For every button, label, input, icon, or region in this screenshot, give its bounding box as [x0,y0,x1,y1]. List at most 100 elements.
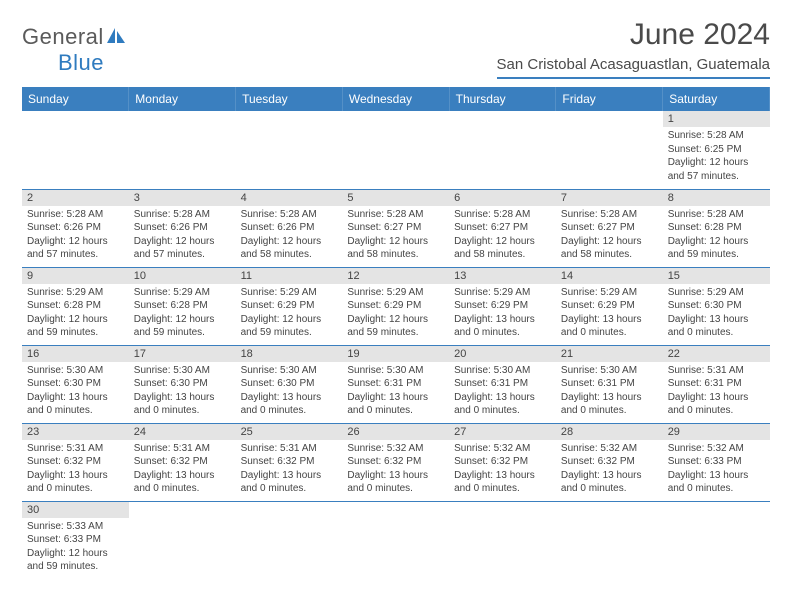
day-info: Sunrise: 5:30 AMSunset: 6:30 PMDaylight:… [236,362,343,421]
calendar-cell: 4Sunrise: 5:28 AMSunset: 6:26 PMDaylight… [236,189,343,267]
day-number: 10 [129,268,236,284]
calendar-cell-empty [129,501,236,579]
calendar-table: SundayMondayTuesdayWednesdayThursdayFrid… [22,87,770,579]
day-number: 17 [129,346,236,362]
day-info: Sunrise: 5:29 AMSunset: 6:29 PMDaylight:… [236,284,343,343]
day-number: 25 [236,424,343,440]
day-info: Sunrise: 5:28 AMSunset: 6:28 PMDaylight:… [663,206,770,265]
calendar-cell: 26Sunrise: 5:32 AMSunset: 6:32 PMDayligh… [342,423,449,501]
calendar-row: 30Sunrise: 5:33 AMSunset: 6:33 PMDayligh… [22,501,770,579]
calendar-cell-empty [342,501,449,579]
day-number: 11 [236,268,343,284]
day-info: Sunrise: 5:32 AMSunset: 6:32 PMDaylight:… [556,440,663,499]
calendar-cell: 23Sunrise: 5:31 AMSunset: 6:32 PMDayligh… [22,423,129,501]
calendar-cell: 14Sunrise: 5:29 AMSunset: 6:29 PMDayligh… [556,267,663,345]
calendar-cell: 10Sunrise: 5:29 AMSunset: 6:28 PMDayligh… [129,267,236,345]
day-number: 18 [236,346,343,362]
calendar-cell: 3Sunrise: 5:28 AMSunset: 6:26 PMDaylight… [129,189,236,267]
day-number: 23 [22,424,129,440]
day-number: 9 [22,268,129,284]
day-info: Sunrise: 5:33 AMSunset: 6:33 PMDaylight:… [22,518,129,577]
day-number: 30 [22,502,129,518]
day-header: Sunday [22,87,129,111]
calendar-cell-empty [449,111,556,189]
day-number: 26 [342,424,449,440]
calendar-cell: 7Sunrise: 5:28 AMSunset: 6:27 PMDaylight… [556,189,663,267]
calendar-cell: 12Sunrise: 5:29 AMSunset: 6:29 PMDayligh… [342,267,449,345]
day-info: Sunrise: 5:29 AMSunset: 6:29 PMDaylight:… [449,284,556,343]
location: San Cristobal Acasaguastlan, Guatemala [497,56,771,79]
day-info: Sunrise: 5:32 AMSunset: 6:33 PMDaylight:… [663,440,770,499]
calendar-cell-empty [22,111,129,189]
day-info: Sunrise: 5:31 AMSunset: 6:31 PMDaylight:… [663,362,770,421]
day-info: Sunrise: 5:28 AMSunset: 6:27 PMDaylight:… [556,206,663,265]
logo-text: GeneralBlue [22,24,126,76]
calendar-row: 23Sunrise: 5:31 AMSunset: 6:32 PMDayligh… [22,423,770,501]
month-title: June 2024 [497,18,771,52]
day-number: 2 [22,190,129,206]
day-header: Wednesday [342,87,449,111]
day-number: 6 [449,190,556,206]
title-block: June 2024 San Cristobal Acasaguastlan, G… [497,18,771,79]
day-number: 7 [556,190,663,206]
calendar-cell: 6Sunrise: 5:28 AMSunset: 6:27 PMDaylight… [449,189,556,267]
day-info: Sunrise: 5:28 AMSunset: 6:26 PMDaylight:… [129,206,236,265]
logo: GeneralBlue [22,18,126,76]
day-number: 16 [22,346,129,362]
calendar-cell: 18Sunrise: 5:30 AMSunset: 6:30 PMDayligh… [236,345,343,423]
logo-text-gray: General [22,24,104,49]
calendar-cell: 13Sunrise: 5:29 AMSunset: 6:29 PMDayligh… [449,267,556,345]
day-info: Sunrise: 5:30 AMSunset: 6:31 PMDaylight:… [556,362,663,421]
day-info: Sunrise: 5:32 AMSunset: 6:32 PMDaylight:… [342,440,449,499]
day-info: Sunrise: 5:28 AMSunset: 6:26 PMDaylight:… [22,206,129,265]
calendar-cell: 9Sunrise: 5:29 AMSunset: 6:28 PMDaylight… [22,267,129,345]
calendar-cell: 28Sunrise: 5:32 AMSunset: 6:32 PMDayligh… [556,423,663,501]
calendar-row: 1Sunrise: 5:28 AMSunset: 6:25 PMDaylight… [22,111,770,189]
day-number: 20 [449,346,556,362]
day-info: Sunrise: 5:29 AMSunset: 6:29 PMDaylight:… [556,284,663,343]
day-info: Sunrise: 5:29 AMSunset: 6:30 PMDaylight:… [663,284,770,343]
calendar-row: 9Sunrise: 5:29 AMSunset: 6:28 PMDaylight… [22,267,770,345]
day-info: Sunrise: 5:28 AMSunset: 6:26 PMDaylight:… [236,206,343,265]
day-header: Thursday [449,87,556,111]
calendar-cell-empty [663,501,770,579]
day-number: 5 [342,190,449,206]
calendar-cell-empty [449,501,556,579]
day-info: Sunrise: 5:28 AMSunset: 6:27 PMDaylight:… [342,206,449,265]
calendar-cell: 2Sunrise: 5:28 AMSunset: 6:26 PMDaylight… [22,189,129,267]
calendar-head: SundayMondayTuesdayWednesdayThursdayFrid… [22,87,770,111]
day-header: Saturday [663,87,770,111]
logo-text-blue: Blue [22,50,104,75]
calendar-cell: 27Sunrise: 5:32 AMSunset: 6:32 PMDayligh… [449,423,556,501]
day-header: Friday [556,87,663,111]
calendar-cell: 24Sunrise: 5:31 AMSunset: 6:32 PMDayligh… [129,423,236,501]
day-info: Sunrise: 5:30 AMSunset: 6:30 PMDaylight:… [129,362,236,421]
day-info: Sunrise: 5:28 AMSunset: 6:25 PMDaylight:… [663,127,770,186]
calendar-cell: 8Sunrise: 5:28 AMSunset: 6:28 PMDaylight… [663,189,770,267]
calendar-cell: 29Sunrise: 5:32 AMSunset: 6:33 PMDayligh… [663,423,770,501]
day-number: 8 [663,190,770,206]
day-number: 22 [663,346,770,362]
calendar-cell-empty [342,111,449,189]
calendar-cell: 21Sunrise: 5:30 AMSunset: 6:31 PMDayligh… [556,345,663,423]
calendar-cell-empty [556,111,663,189]
day-number: 3 [129,190,236,206]
day-info: Sunrise: 5:31 AMSunset: 6:32 PMDaylight:… [129,440,236,499]
calendar-cell: 16Sunrise: 5:30 AMSunset: 6:30 PMDayligh… [22,345,129,423]
calendar-cell-empty [129,111,236,189]
calendar-cell: 30Sunrise: 5:33 AMSunset: 6:33 PMDayligh… [22,501,129,579]
logo-sail-icon [106,24,126,50]
day-info: Sunrise: 5:31 AMSunset: 6:32 PMDaylight:… [236,440,343,499]
day-number: 21 [556,346,663,362]
day-info: Sunrise: 5:28 AMSunset: 6:27 PMDaylight:… [449,206,556,265]
calendar-body: 1Sunrise: 5:28 AMSunset: 6:25 PMDaylight… [22,111,770,579]
day-info: Sunrise: 5:29 AMSunset: 6:28 PMDaylight:… [129,284,236,343]
day-info: Sunrise: 5:30 AMSunset: 6:31 PMDaylight:… [449,362,556,421]
calendar-row: 2Sunrise: 5:28 AMSunset: 6:26 PMDaylight… [22,189,770,267]
calendar-cell: 22Sunrise: 5:31 AMSunset: 6:31 PMDayligh… [663,345,770,423]
day-number: 4 [236,190,343,206]
day-info: Sunrise: 5:29 AMSunset: 6:28 PMDaylight:… [22,284,129,343]
calendar-row: 16Sunrise: 5:30 AMSunset: 6:30 PMDayligh… [22,345,770,423]
day-number: 15 [663,268,770,284]
calendar-cell-empty [236,111,343,189]
